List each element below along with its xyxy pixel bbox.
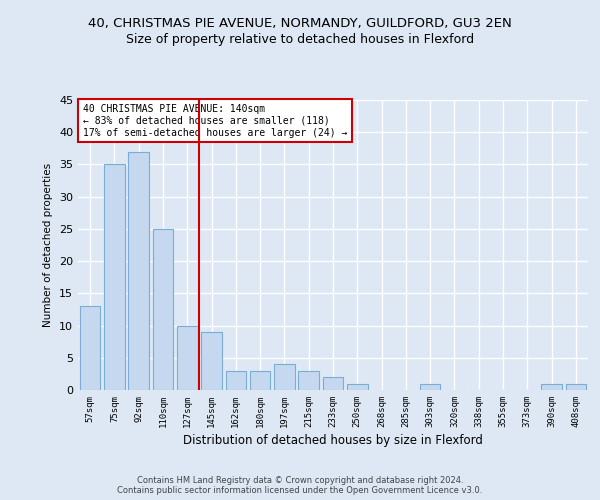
Bar [274,364,295,390]
Bar [80,306,100,390]
Text: Size of property relative to detached houses in Flexford: Size of property relative to detached ho… [126,32,474,46]
Bar [177,326,197,390]
Bar [323,377,343,390]
Bar [541,384,562,390]
Y-axis label: Number of detached properties: Number of detached properties [43,163,53,327]
X-axis label: Distribution of detached houses by size in Flexford: Distribution of detached houses by size … [183,434,483,447]
Bar [566,384,586,390]
Bar [298,370,319,390]
Bar [201,332,222,390]
Text: 40 CHRISTMAS PIE AVENUE: 140sqm
← 83% of detached houses are smaller (118)
17% o: 40 CHRISTMAS PIE AVENUE: 140sqm ← 83% of… [83,104,347,138]
Bar [420,384,440,390]
Bar [250,370,271,390]
Bar [152,229,173,390]
Bar [128,152,149,390]
Text: Contains HM Land Registry data © Crown copyright and database right 2024.
Contai: Contains HM Land Registry data © Crown c… [118,476,482,495]
Bar [347,384,368,390]
Text: 40, CHRISTMAS PIE AVENUE, NORMANDY, GUILDFORD, GU3 2EN: 40, CHRISTMAS PIE AVENUE, NORMANDY, GUIL… [88,18,512,30]
Bar [104,164,125,390]
Bar [226,370,246,390]
